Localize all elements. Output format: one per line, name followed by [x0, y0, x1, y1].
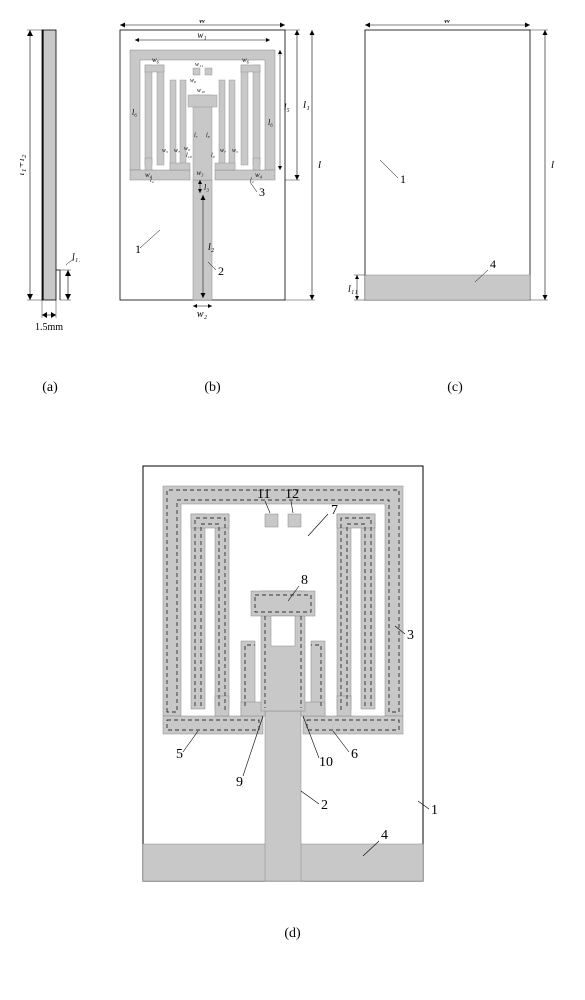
svg-text:l₈: l₈ [206, 133, 210, 139]
svg-text:w₅: w₅ [162, 148, 168, 154]
caption-c: (c) [447, 380, 463, 396]
svg-text:5: 5 [176, 747, 183, 762]
caption-d: (d) [284, 926, 300, 942]
svg-text:1: 1 [400, 172, 406, 186]
svg-text:1: 1 [431, 803, 438, 818]
svg-text:l: l [551, 159, 554, 171]
svg-text:8: 8 [301, 573, 308, 588]
svg-text:l₇: l₇ [194, 133, 198, 139]
svg-text:l₉: l₉ [211, 153, 215, 159]
svg-text:l₁₁: l₁₁ [72, 252, 80, 263]
svg-text:w₁₀: w₁₀ [197, 88, 205, 94]
svg-text:6: 6 [351, 747, 358, 762]
svg-text:l₁₁: l₁₁ [348, 284, 358, 295]
top-row: l₁+l₂ l₁₁ 1.5mm (a) [20, 20, 565, 396]
svg-text:1: 1 [135, 242, 141, 256]
figure-c: w l l₁₁ 1 4 (c) [345, 20, 565, 396]
svg-text:l₃: l₃ [204, 183, 209, 192]
svg-text:l₅: l₅ [284, 102, 290, 112]
svg-text:l: l [318, 159, 321, 171]
caption-b: (b) [204, 380, 220, 396]
figure-b-svg: w w₁ l₁ l [100, 20, 325, 360]
svg-text:w₈: w₈ [190, 78, 196, 84]
svg-text:l₁₀: l₁₀ [186, 153, 192, 159]
svg-text:w₄: w₄ [255, 171, 263, 179]
svg-text:2: 2 [218, 264, 224, 278]
figure-a: l₁+l₂ l₁₁ 1.5mm (a) [20, 20, 80, 396]
svg-text:9: 9 [236, 775, 243, 790]
svg-text:w₇: w₇ [220, 148, 226, 154]
svg-text:l₆: l₆ [132, 108, 137, 117]
svg-text:10: 10 [319, 755, 333, 770]
svg-text:l₆: l₆ [268, 118, 273, 127]
svg-text:l₂: l₂ [208, 242, 215, 253]
svg-text:w₇: w₇ [174, 148, 180, 154]
svg-text:1.5mm: 1.5mm [35, 322, 63, 333]
svg-text:w: w [198, 20, 206, 26]
svg-text:3: 3 [407, 628, 414, 643]
figure-c-svg: w l l₁₁ 1 4 [345, 20, 565, 360]
svg-text:w₁₁: w₁₁ [195, 62, 203, 68]
svg-text:12: 12 [285, 487, 299, 502]
svg-text:w₆: w₆ [242, 56, 250, 64]
figure-a-svg: l₁+l₂ l₁₁ 1.5mm [20, 20, 80, 360]
svg-text:4: 4 [381, 828, 388, 843]
svg-text:11: 11 [257, 487, 270, 502]
svg-text:w₉: w₉ [184, 146, 190, 152]
caption-a: (a) [42, 380, 58, 396]
page: l₁+l₂ l₁₁ 1.5mm (a) [20, 20, 565, 942]
svg-text:w₆: w₆ [152, 56, 160, 64]
svg-text:w₁: w₁ [197, 30, 206, 40]
svg-text:l₁+l₂: l₁+l₂ [20, 154, 27, 175]
svg-text:w₅: w₅ [232, 148, 238, 154]
svg-text:w₂: w₂ [197, 309, 208, 320]
figure-d-svg: 1 2 3 4 5 6 7 8 9 10 11 12 [123, 456, 463, 906]
svg-text:l₄: l₄ [250, 178, 254, 184]
svg-text:2: 2 [321, 798, 328, 813]
svg-text:w: w [443, 20, 451, 26]
figure-b: w w₁ l₁ l [100, 20, 325, 396]
svg-text:4: 4 [490, 257, 496, 271]
svg-text:l₄: l₄ [150, 178, 154, 184]
svg-text:3: 3 [259, 185, 265, 199]
svg-text:l₁: l₁ [303, 99, 310, 111]
figure-d: 1 2 3 4 5 6 7 8 9 10 11 12 (d) [20, 456, 565, 942]
svg-text:w₃: w₃ [196, 169, 204, 177]
svg-text:7: 7 [331, 503, 338, 518]
